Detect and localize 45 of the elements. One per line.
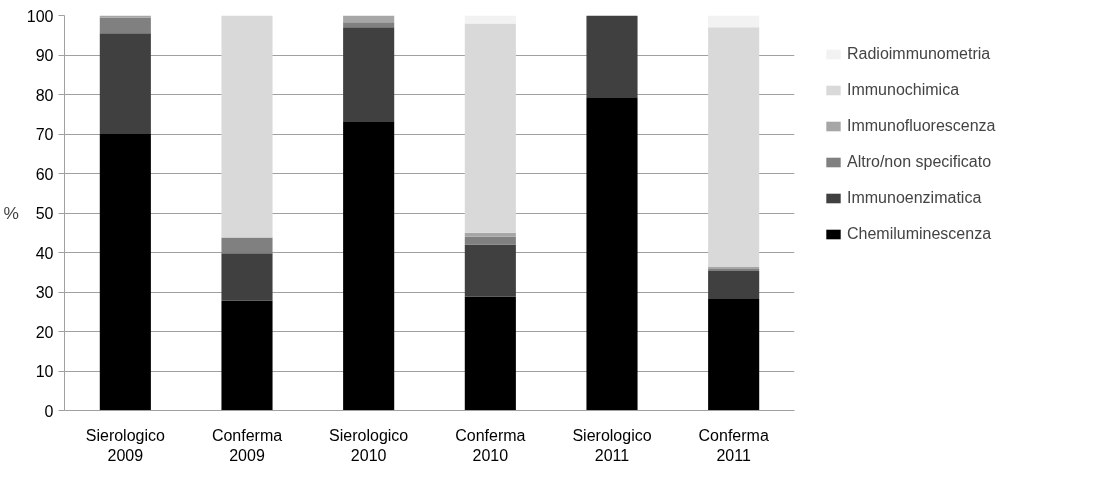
bar — [586, 15, 638, 98]
x-tick-label: Conferma 2011 — [698, 426, 769, 464]
legend-label: Immunochimica — [847, 81, 960, 99]
bar — [343, 22, 395, 28]
y-tick-label: 50 — [35, 205, 54, 222]
bar — [464, 296, 516, 411]
bar — [99, 134, 151, 411]
x-tick-label: Sierologico 2009 — [85, 426, 166, 464]
y-axis-title: % — [3, 203, 19, 223]
legend-label: Altro/non specificato — [847, 153, 992, 171]
bar — [99, 33, 151, 134]
bar — [221, 237, 273, 254]
x-tick-label: Sierologico 2011 — [572, 426, 652, 464]
bar — [464, 244, 516, 297]
bar — [708, 27, 760, 268]
legend-label: Radioimmunometria — [847, 45, 991, 63]
y-tick-label: 90 — [35, 47, 54, 64]
y-tick-label: 20 — [35, 323, 54, 341]
bar — [708, 15, 760, 28]
y-tick-label: 40 — [35, 244, 54, 262]
y-tick-label: 100 — [26, 7, 54, 25]
bar — [221, 253, 273, 301]
legend-label: Immunoenzimatica — [847, 189, 982, 207]
y-tick-label: 80 — [35, 86, 54, 104]
legend-label: Immunofluorescenza — [847, 117, 996, 135]
y-tick-label: 0 — [44, 402, 54, 420]
y-tick-label: 10 — [35, 363, 54, 380]
bar — [708, 271, 760, 300]
x-tick-label: Conferma 2010 — [455, 426, 526, 464]
bar — [343, 121, 395, 411]
bar — [708, 299, 760, 411]
bar — [221, 300, 273, 411]
bar — [464, 232, 516, 237]
y-tick-label: 30 — [35, 284, 54, 301]
bar — [343, 27, 395, 122]
bar — [221, 15, 273, 238]
bar — [464, 236, 516, 245]
legend-label: Chemiluminescenza — [847, 225, 992, 243]
bar — [99, 17, 151, 34]
x-tick-label: Conferma 2009 — [211, 426, 283, 464]
bar — [464, 23, 516, 233]
bar — [586, 97, 638, 411]
y-tick-label: 60 — [35, 165, 54, 183]
x-tick-label: Sierologico 2010 — [329, 426, 409, 464]
y-tick-label: 70 — [35, 126, 54, 143]
